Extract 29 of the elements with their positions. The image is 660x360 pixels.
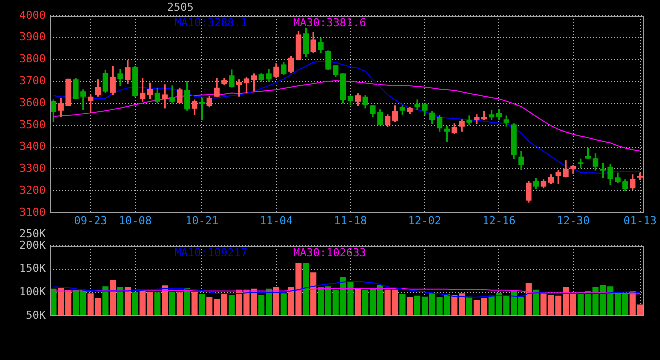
text: MA10:109217 bbox=[174, 246, 248, 260]
x-tick-label: 10-08 bbox=[118, 214, 152, 228]
x-tick-label: 12-30 bbox=[556, 214, 590, 228]
y-tick-label: 50K bbox=[26, 308, 46, 322]
x-tick-label: 12-02 bbox=[408, 214, 442, 228]
y-tick-label: 3800 bbox=[20, 52, 46, 66]
y-tick-label: 3700 bbox=[20, 74, 46, 88]
x-tick-label: 11-04 bbox=[260, 214, 294, 228]
y-tick-label: 3900 bbox=[20, 30, 46, 44]
text: 250K bbox=[20, 227, 46, 240]
y-tick-label: 150K bbox=[20, 262, 46, 276]
y-tick-label: 4000 bbox=[20, 8, 46, 22]
x-tick-label: 10-21 bbox=[186, 214, 219, 228]
x-tick-label: 09-23 bbox=[74, 214, 108, 228]
text: MA30:3381.6 bbox=[294, 16, 366, 30]
y-tick-label: 3100 bbox=[20, 206, 46, 219]
text: MA30:102633 bbox=[294, 246, 366, 260]
y-tick-label: 200K bbox=[20, 238, 46, 252]
y-tick-label: 100K bbox=[20, 286, 46, 299]
y-tick-label: 3300 bbox=[20, 162, 46, 176]
text: MA10:3288.1 bbox=[174, 16, 248, 30]
y-tick-label: 3600 bbox=[20, 96, 46, 110]
y-tick-label: 3500 bbox=[20, 118, 46, 132]
x-tick-label: 11-18 bbox=[334, 214, 368, 228]
x-tick-label: 01-13 bbox=[624, 214, 657, 228]
y-tick-label: 3400 bbox=[20, 140, 46, 154]
y-tick-label: 3200 bbox=[20, 184, 46, 197]
chart-title: 2505 bbox=[167, 0, 194, 14]
x-tick-label: 12-16 bbox=[482, 214, 516, 228]
